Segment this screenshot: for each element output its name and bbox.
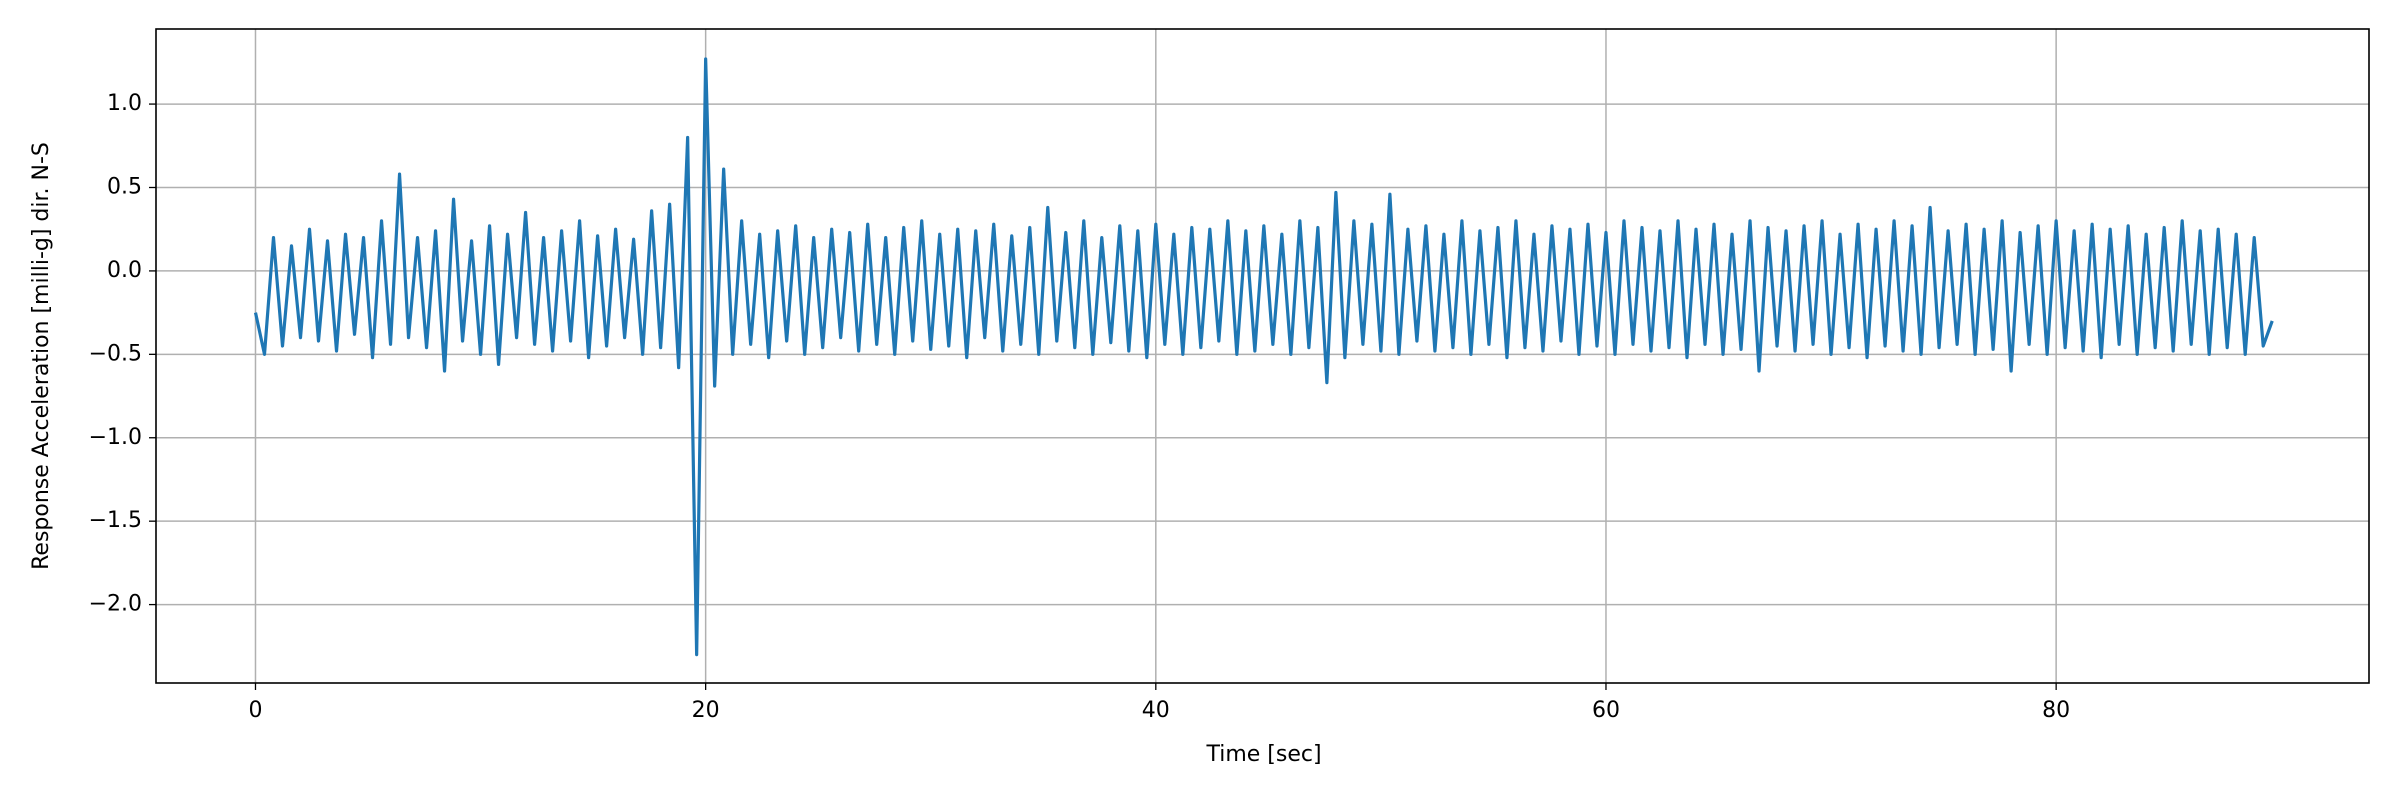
x-tick-label: 80 [2042, 698, 2070, 723]
y-tick-label: 0.5 [107, 174, 142, 199]
x-tick-label: 40 [1142, 698, 1170, 723]
plot-layer [253, 57, 2274, 657]
y-tick-label: 0.0 [107, 258, 142, 283]
y-tick-label: −1.0 [89, 425, 142, 450]
label-layer: 0 20 40 60 80 −2.0 −1.5 −1.0 −0.5 0.0 0.5 1.0 [89, 91, 2071, 723]
x-tick-label: 60 [1592, 698, 1620, 723]
y-tick-label: −2.0 [89, 592, 142, 617]
x-tick-label: 20 [692, 698, 720, 723]
x-tick-label: 0 [248, 698, 262, 723]
y-axis-label: Response Acceleration [milli-g] dir. N-S [29, 142, 54, 570]
y-tick-label: −1.5 [89, 508, 142, 533]
data-line [253, 57, 2274, 657]
y-tick-label: 1.0 [107, 91, 142, 116]
x-axis-label: Time [sec] [1205, 742, 1321, 767]
y-tick-label: −0.5 [89, 341, 142, 366]
axes-frame [155, 28, 2370, 684]
